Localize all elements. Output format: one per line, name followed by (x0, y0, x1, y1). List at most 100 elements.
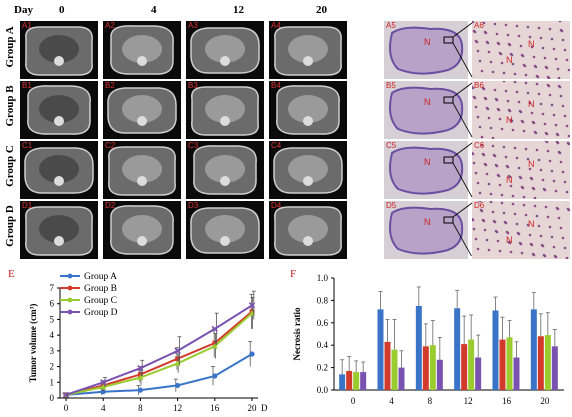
histology-zoom-image: A6 N N (472, 21, 570, 79)
mri-panel-tag: B1 (22, 81, 32, 90)
histology-image: D5 N (384, 201, 468, 259)
series-group-d (62, 290, 256, 399)
mri-image: D3 (186, 201, 264, 259)
histology-image: C5 N (384, 141, 468, 199)
bar (468, 339, 475, 390)
necrosis-marker: N (506, 55, 513, 65)
data-point (137, 387, 143, 393)
group-label-c: Group C (4, 145, 16, 187)
day-header-0: 0 (59, 4, 65, 16)
legend-marker (67, 273, 73, 279)
mri-panel-tag: C4 (271, 141, 282, 150)
y-tick-label: 0.2 (317, 363, 328, 373)
mri-panel-tag: C1 (22, 141, 33, 150)
y-axis-label: Tumor volume (cm³) (28, 304, 38, 383)
x-tick-label: 4 (389, 396, 394, 406)
mri-panel-tag: C3 (188, 141, 199, 150)
histology-panel-tag: D5 (386, 201, 397, 210)
data-point (137, 374, 144, 381)
bar (384, 341, 391, 390)
legend-label: Group A (84, 272, 117, 282)
legend-marker (67, 297, 73, 303)
bar (506, 337, 513, 390)
group-label-a: Group A (4, 26, 16, 68)
histology-zoom-image: C6 N N (472, 141, 570, 199)
mri-panel-tag: C2 (105, 141, 116, 150)
data-point (175, 382, 181, 389)
necrosis-marker: N (506, 115, 513, 125)
bar (377, 309, 384, 390)
x-tick-label: 8 (428, 396, 433, 406)
data-point (249, 351, 255, 357)
zoom-panel-tag: A6 (474, 21, 484, 30)
mri-panel-tag: D3 (188, 201, 199, 210)
mri-image: B2 (103, 81, 181, 139)
bar (492, 310, 499, 390)
mri-image: C3 (186, 141, 264, 199)
zoom-panel-tag: B6 (474, 81, 484, 90)
zoom-connector-line (452, 222, 472, 256)
bar (513, 357, 520, 390)
zoom-panel-tag: C6 (474, 141, 485, 150)
bar (499, 339, 506, 390)
mri-image: C4 (269, 141, 347, 199)
histology-image: A5 N (384, 21, 468, 79)
series-line (65, 304, 253, 396)
mri-image: B3 (186, 81, 264, 139)
data-point (137, 364, 144, 372)
data-point (100, 389, 106, 395)
group-label-d: Group D (4, 205, 16, 247)
bar (454, 308, 461, 390)
panel-e-letter: E (8, 268, 15, 280)
data-point (175, 356, 180, 362)
y-tick-label: 4 (50, 330, 55, 340)
x-tick-label: 0 (351, 396, 356, 406)
x-tick-label: 16 (502, 396, 512, 406)
panel-f-letter: F (290, 268, 297, 280)
necrosis-marker: N (528, 99, 535, 109)
bar (429, 345, 436, 390)
data-point (174, 347, 181, 355)
x-tick-label: 20 (540, 396, 550, 406)
zoom-connector-line (452, 102, 473, 138)
bar (461, 344, 468, 390)
bar (422, 346, 429, 390)
data-point (100, 384, 107, 390)
x-tick-label: 4 (101, 403, 106, 413)
day-header-label: Day (14, 4, 33, 16)
zoom-connector-line (452, 82, 473, 98)
necrosis-marker: N (424, 37, 431, 47)
x-tick-label: 8 (138, 403, 143, 413)
y-tick-label: 0.6 (317, 318, 329, 328)
histology-zoom-image: D6 N N (472, 201, 570, 259)
x-tick-label: 16 (210, 403, 220, 413)
mri-image: B1 (20, 81, 98, 139)
y-tick-label: 0 (50, 393, 55, 403)
bar (339, 374, 346, 390)
zoom-connector-line (452, 22, 473, 38)
histology-panel-tag: C5 (386, 141, 397, 150)
histology-panel-tag: B5 (386, 81, 396, 90)
mri-panel-tag: B3 (188, 81, 198, 90)
mri-image: A1 (20, 21, 98, 79)
data-point (211, 343, 218, 349)
group-label-b: Group B (4, 85, 16, 127)
y-tick-label: 0.0 (317, 385, 329, 395)
mri-image: A2 (103, 21, 181, 79)
zoom-connector-line (452, 162, 473, 198)
bar (475, 357, 482, 390)
y-tick-label: 6 (50, 299, 55, 309)
mri-panel-tag: B4 (271, 81, 281, 90)
necrosis-ratio-chart: 0.0 0.2 0.4 0.6 0.8 1.0 Necrosis ratio 0 4 8 12 16 2… (292, 273, 564, 406)
mri-panel-tag: D1 (22, 201, 33, 210)
y-tick-label: 5 (50, 314, 55, 324)
mri-image: D4 (269, 201, 347, 259)
day-header-12: 12 (233, 4, 244, 16)
data-point (248, 302, 256, 309)
necrosis-marker: N (424, 97, 431, 107)
series-line (65, 312, 253, 396)
y-axis-label: Necrosis ratio (292, 307, 302, 361)
zoom-panel-tag: D6 (474, 201, 485, 210)
bar (551, 346, 558, 390)
bar (530, 309, 537, 390)
